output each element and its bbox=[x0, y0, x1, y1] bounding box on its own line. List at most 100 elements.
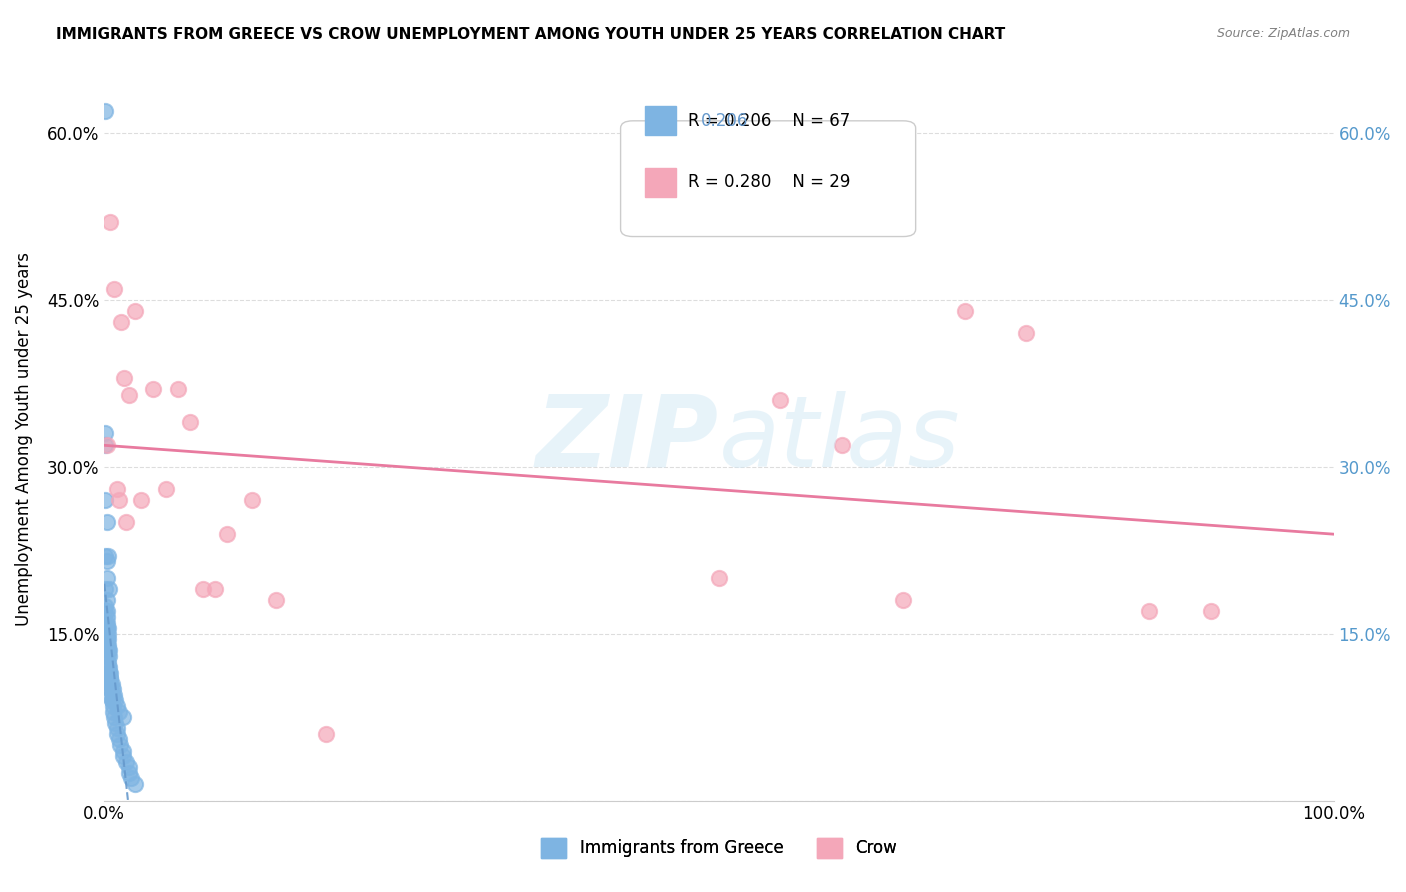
Immigrants from Greece bbox=[100, 665, 122, 680]
Crow bbox=[240, 493, 263, 508]
Crow bbox=[179, 415, 201, 429]
Crow bbox=[167, 382, 190, 396]
Immigrants from Greece bbox=[96, 648, 118, 663]
Immigrants from Greece bbox=[96, 571, 118, 585]
Immigrants from Greece bbox=[100, 682, 122, 697]
Immigrants from Greece bbox=[118, 760, 141, 774]
Immigrants from Greece bbox=[96, 605, 118, 619]
Crow bbox=[142, 382, 165, 396]
Immigrants from Greece bbox=[94, 103, 117, 118]
Immigrants from Greece bbox=[94, 493, 117, 508]
Crow bbox=[831, 437, 853, 451]
Immigrants from Greece bbox=[100, 693, 122, 707]
Immigrants from Greece bbox=[98, 648, 121, 663]
Bar bbox=[645, 106, 676, 136]
Immigrants from Greece bbox=[98, 643, 121, 657]
Crow bbox=[112, 371, 135, 385]
Immigrants from Greece bbox=[105, 721, 128, 735]
Crow bbox=[103, 282, 125, 296]
Immigrants from Greece bbox=[103, 710, 125, 724]
Crow bbox=[1199, 605, 1222, 619]
Immigrants from Greece bbox=[110, 738, 132, 752]
Immigrants from Greece bbox=[100, 693, 122, 707]
Text: IMMIGRANTS FROM GREECE VS CROW UNEMPLOYMENT AMONG YOUTH UNDER 25 YEARS CORRELATI: IMMIGRANTS FROM GREECE VS CROW UNEMPLOYM… bbox=[56, 27, 1005, 42]
Immigrants from Greece bbox=[101, 682, 124, 697]
Immigrants from Greece bbox=[94, 615, 117, 630]
Immigrants from Greece bbox=[98, 665, 121, 680]
Text: atlas: atlas bbox=[718, 391, 960, 488]
Immigrants from Greece bbox=[103, 688, 125, 702]
Immigrants from Greece bbox=[94, 599, 117, 613]
Immigrants from Greece bbox=[96, 610, 118, 624]
Immigrants from Greece bbox=[118, 765, 141, 780]
Crow bbox=[1015, 326, 1038, 341]
Immigrants from Greece bbox=[94, 549, 117, 563]
Immigrants from Greece bbox=[98, 582, 121, 597]
Text: ZIP: ZIP bbox=[536, 391, 718, 488]
Immigrants from Greece bbox=[97, 549, 120, 563]
Text: 0.206: 0.206 bbox=[700, 112, 748, 130]
FancyBboxPatch shape bbox=[620, 120, 915, 236]
Crow bbox=[100, 215, 122, 229]
Crow bbox=[1137, 605, 1160, 619]
Immigrants from Greece bbox=[98, 665, 121, 680]
Immigrants from Greece bbox=[100, 688, 122, 702]
Immigrants from Greece bbox=[98, 671, 121, 685]
Immigrants from Greece bbox=[96, 516, 118, 530]
Immigrants from Greece bbox=[94, 426, 117, 441]
Immigrants from Greece bbox=[124, 777, 146, 791]
Crow bbox=[110, 315, 132, 329]
Crow bbox=[769, 393, 792, 408]
Y-axis label: Unemployment Among Youth under 25 years: Unemployment Among Youth under 25 years bbox=[15, 252, 32, 626]
Immigrants from Greece bbox=[97, 638, 120, 652]
Crow bbox=[124, 304, 146, 318]
Immigrants from Greece bbox=[111, 710, 134, 724]
Bar bbox=[645, 168, 676, 197]
Immigrants from Greece bbox=[101, 699, 124, 714]
Crow bbox=[204, 582, 226, 597]
Immigrants from Greece bbox=[97, 632, 120, 647]
Immigrants from Greece bbox=[100, 671, 122, 685]
Immigrants from Greece bbox=[94, 582, 117, 597]
Immigrants from Greece bbox=[97, 621, 120, 635]
Immigrants from Greece bbox=[108, 732, 131, 747]
Immigrants from Greece bbox=[98, 660, 121, 674]
Crow bbox=[891, 593, 914, 607]
Immigrants from Greece bbox=[100, 677, 122, 691]
Immigrants from Greece bbox=[97, 643, 120, 657]
Crow bbox=[105, 482, 128, 496]
Immigrants from Greece bbox=[94, 621, 117, 635]
Immigrants from Greece bbox=[100, 682, 122, 697]
Immigrants from Greece bbox=[96, 638, 118, 652]
Immigrants from Greece bbox=[101, 705, 124, 719]
Crow bbox=[266, 593, 288, 607]
Immigrants from Greece bbox=[97, 660, 120, 674]
Crow bbox=[707, 571, 730, 585]
Crow bbox=[217, 526, 239, 541]
Immigrants from Greece bbox=[97, 655, 120, 669]
Crow bbox=[108, 493, 131, 508]
Legend: Immigrants from Greece, Crow: Immigrants from Greece, Crow bbox=[534, 831, 904, 864]
Immigrants from Greece bbox=[97, 626, 120, 640]
Immigrants from Greece bbox=[105, 699, 128, 714]
Immigrants from Greece bbox=[94, 605, 117, 619]
Immigrants from Greece bbox=[111, 743, 134, 757]
Immigrants from Greece bbox=[100, 677, 122, 691]
Immigrants from Greece bbox=[96, 621, 118, 635]
Immigrants from Greece bbox=[104, 693, 127, 707]
Immigrants from Greece bbox=[120, 772, 142, 786]
Crow bbox=[155, 482, 177, 496]
Crow bbox=[96, 437, 118, 451]
Immigrants from Greece bbox=[108, 705, 131, 719]
Crow bbox=[115, 516, 138, 530]
Crow bbox=[191, 582, 214, 597]
Immigrants from Greece bbox=[104, 715, 127, 730]
Crow bbox=[118, 387, 141, 401]
Immigrants from Greece bbox=[94, 437, 117, 451]
Crow bbox=[953, 304, 976, 318]
Immigrants from Greece bbox=[96, 615, 118, 630]
Immigrants from Greece bbox=[100, 671, 122, 685]
Immigrants from Greece bbox=[105, 727, 128, 741]
Crow bbox=[129, 493, 152, 508]
Text: R = 0.206    N = 67: R = 0.206 N = 67 bbox=[688, 112, 851, 130]
